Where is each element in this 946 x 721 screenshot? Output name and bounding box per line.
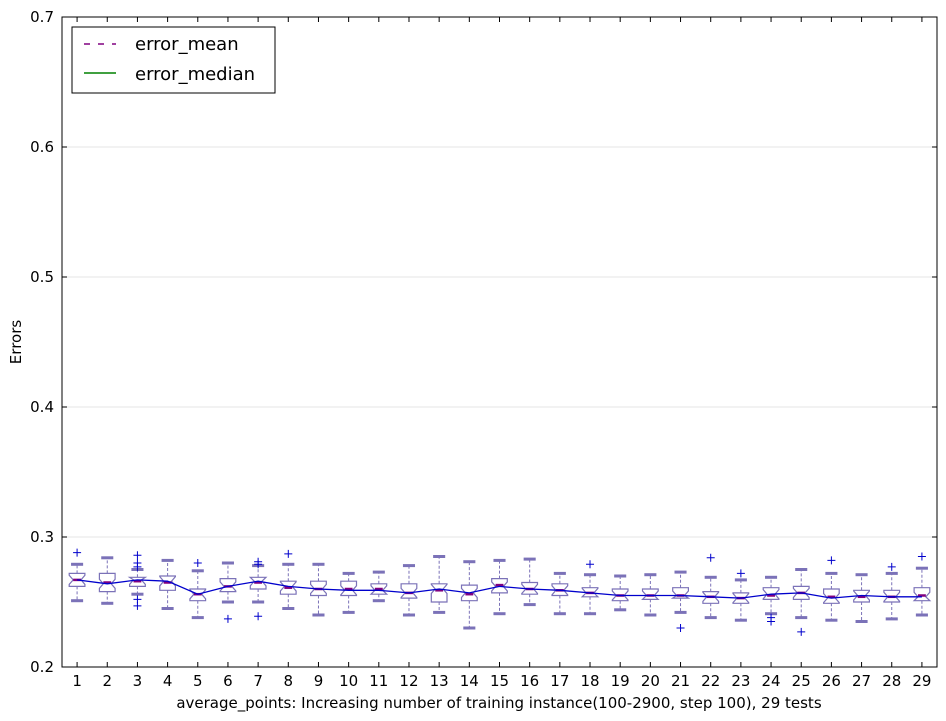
- outlier-point: [254, 560, 263, 569]
- x-tick-label: 7: [253, 672, 263, 690]
- x-tick-label: 9: [314, 672, 324, 690]
- box-body: [641, 588, 660, 601]
- legend-frame: [71, 26, 276, 94]
- x-tick-label: 14: [460, 672, 479, 690]
- outlier-point: [223, 614, 232, 623]
- x-tick-label: 19: [611, 672, 630, 690]
- x-tick-label: 12: [399, 672, 418, 690]
- box-body: [912, 587, 932, 602]
- y-tick-label: 0.5: [30, 268, 54, 286]
- box-item: [762, 575, 780, 626]
- x-tick-label: 20: [641, 672, 660, 690]
- legend: error_mean error_median: [71, 26, 276, 94]
- median-line: [77, 579, 922, 599]
- box-item: [822, 556, 840, 622]
- box-item: [580, 560, 600, 616]
- x-axis: 1 2 3 4 5 6 7 8 9 10 11 12 13 14 15 16 17 18 19 20 21 22 23 24 2…: [72, 17, 931, 690]
- box-item: [189, 559, 207, 620]
- y-axis: 0.2 0.3 0.4 0.5 0.6 0.7: [30, 8, 937, 676]
- box-item: [159, 558, 176, 610]
- x-tick-label: 28: [882, 672, 901, 690]
- outlier-point: [284, 549, 293, 558]
- y-tick-label: 0.7: [30, 8, 54, 26]
- x-tick-label: 22: [701, 672, 720, 690]
- x-tick-label: 2: [102, 672, 112, 690]
- outlier-point: [917, 552, 926, 561]
- x-tick-label: 3: [133, 672, 143, 690]
- median-trend-line: [77, 579, 922, 599]
- x-tick-label: 25: [792, 672, 811, 690]
- box-body: [400, 583, 418, 599]
- x-tick-label: 13: [430, 672, 449, 690]
- gridlines: [62, 146, 937, 538]
- outlier-point: [676, 624, 685, 632]
- y-tick-label: 0.6: [30, 138, 54, 156]
- outlier-point: [706, 553, 715, 562]
- box-item: [641, 573, 660, 617]
- outlier-point: [254, 612, 263, 621]
- box-item: [702, 553, 720, 620]
- y-tick-label: 0.2: [30, 658, 54, 676]
- x-axis-label: average_points: Increasing number of tra…: [176, 694, 821, 713]
- outlier-point: [133, 562, 142, 571]
- outlier-point: [193, 559, 202, 567]
- legend-median-label: error_median: [135, 64, 255, 85]
- box-item: [68, 548, 86, 603]
- x-tick-label: 5: [193, 672, 203, 690]
- x-tick-label: 23: [731, 672, 750, 690]
- box-item: [611, 574, 629, 612]
- x-tick-label: 15: [490, 672, 509, 690]
- box-series: [68, 548, 932, 636]
- outlier-point: [73, 548, 82, 557]
- x-tick-label: 6: [223, 672, 233, 690]
- y-tick-label: 0.4: [30, 398, 54, 416]
- x-tick-label: 24: [762, 672, 781, 690]
- x-tick-label: 18: [580, 672, 599, 690]
- box-item: [430, 555, 448, 614]
- x-tick-label: 17: [550, 672, 569, 690]
- box-item: [521, 557, 539, 607]
- x-tick-label: 10: [339, 672, 358, 690]
- box-item: [792, 568, 810, 636]
- x-tick-label: 26: [822, 672, 841, 690]
- box-item: [98, 556, 116, 605]
- box-item: [400, 564, 418, 617]
- outlier-point: [827, 556, 836, 565]
- x-tick-label: 16: [520, 672, 539, 690]
- x-tick-label: 1: [72, 672, 82, 690]
- x-tick-label: 8: [284, 672, 294, 690]
- box-item: [248, 557, 268, 621]
- box-body: [430, 583, 448, 603]
- x-tick-label: 21: [671, 672, 690, 690]
- box-item: [883, 562, 901, 621]
- box-item: [369, 570, 389, 603]
- outlier-point: [586, 560, 595, 569]
- x-tick-label: 27: [852, 672, 871, 690]
- box-body: [762, 587, 780, 601]
- x-tick-label: 11: [369, 672, 388, 690]
- x-tick-label: 29: [912, 672, 931, 690]
- legend-mean-label: error_mean: [135, 34, 239, 55]
- outlier-point: [133, 601, 142, 610]
- y-tick-label: 0.3: [30, 528, 54, 546]
- box-item: [279, 549, 297, 610]
- x-tick-label: 4: [163, 672, 173, 690]
- box-item: [670, 570, 691, 632]
- outlier-point: [797, 627, 806, 636]
- box-item: [551, 571, 569, 616]
- outlier-point: [887, 562, 896, 571]
- box-item: [460, 560, 478, 630]
- box-item: [912, 552, 932, 617]
- outlier-point: [133, 551, 142, 560]
- outlier-point: [767, 613, 776, 622]
- box-item: [853, 573, 871, 623]
- box-item: [219, 561, 237, 623]
- box-item: [732, 569, 750, 622]
- box-item: [340, 571, 358, 614]
- y-axis-label: Errors: [7, 320, 25, 365]
- outlier-point: [736, 569, 745, 578]
